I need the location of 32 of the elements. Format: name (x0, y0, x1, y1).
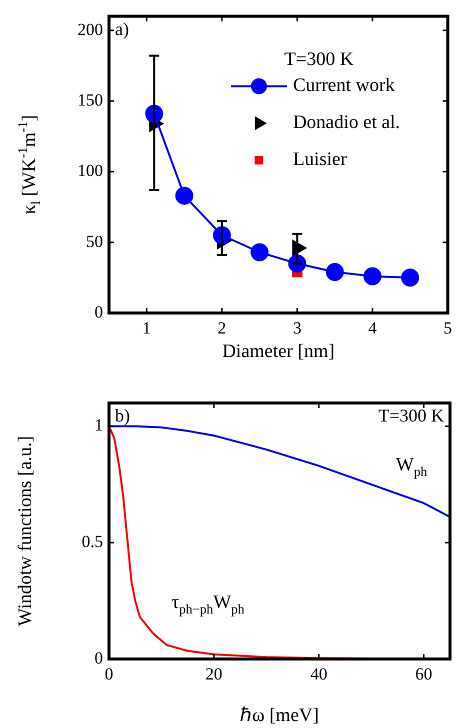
x-tick-label: 2 (218, 318, 226, 338)
legend-title: T=300 K (284, 49, 354, 70)
y-axis-title: Windotw functions [a.u.] (14, 436, 36, 626)
y-tick-label: 50 (86, 232, 103, 251)
point (401, 268, 420, 287)
y-tick-label: 1 (94, 416, 103, 435)
y-tick-label: 200 (78, 20, 103, 39)
legend-label: Donadio et al. (292, 112, 400, 134)
x-tick-label: 40 (310, 664, 328, 684)
annotation: T=300 K (378, 406, 444, 426)
point (326, 263, 344, 282)
y-axis-title: κl [WK-1m-1] (14, 114, 44, 214)
x-axis-title: Diameter [nm] (222, 340, 335, 362)
legend-label: Current work (292, 75, 396, 96)
point (363, 267, 382, 286)
x-tick-label: 3 (292, 318, 302, 338)
y-tick-label: 100 (78, 161, 103, 180)
x-tick-label: 60 (415, 664, 432, 684)
annotation: b) (115, 406, 130, 426)
x-tick-label: 5 (444, 318, 452, 338)
y-tick-label: 0 (94, 648, 103, 668)
point (250, 243, 269, 262)
x-tick-label: 1 (142, 318, 151, 338)
x-tick-label: 4 (368, 318, 378, 338)
point (175, 186, 194, 205)
legend-label: Luisier (292, 149, 348, 170)
x-axis-title: ℏω [meV] (240, 704, 319, 726)
y-tick-label: 0 (94, 302, 103, 322)
y-tick-label: 0.5 (82, 532, 103, 552)
x-tick-label: 20 (205, 664, 222, 684)
y-tick-label: 150 (78, 90, 103, 110)
annotation: a) (115, 18, 129, 39)
